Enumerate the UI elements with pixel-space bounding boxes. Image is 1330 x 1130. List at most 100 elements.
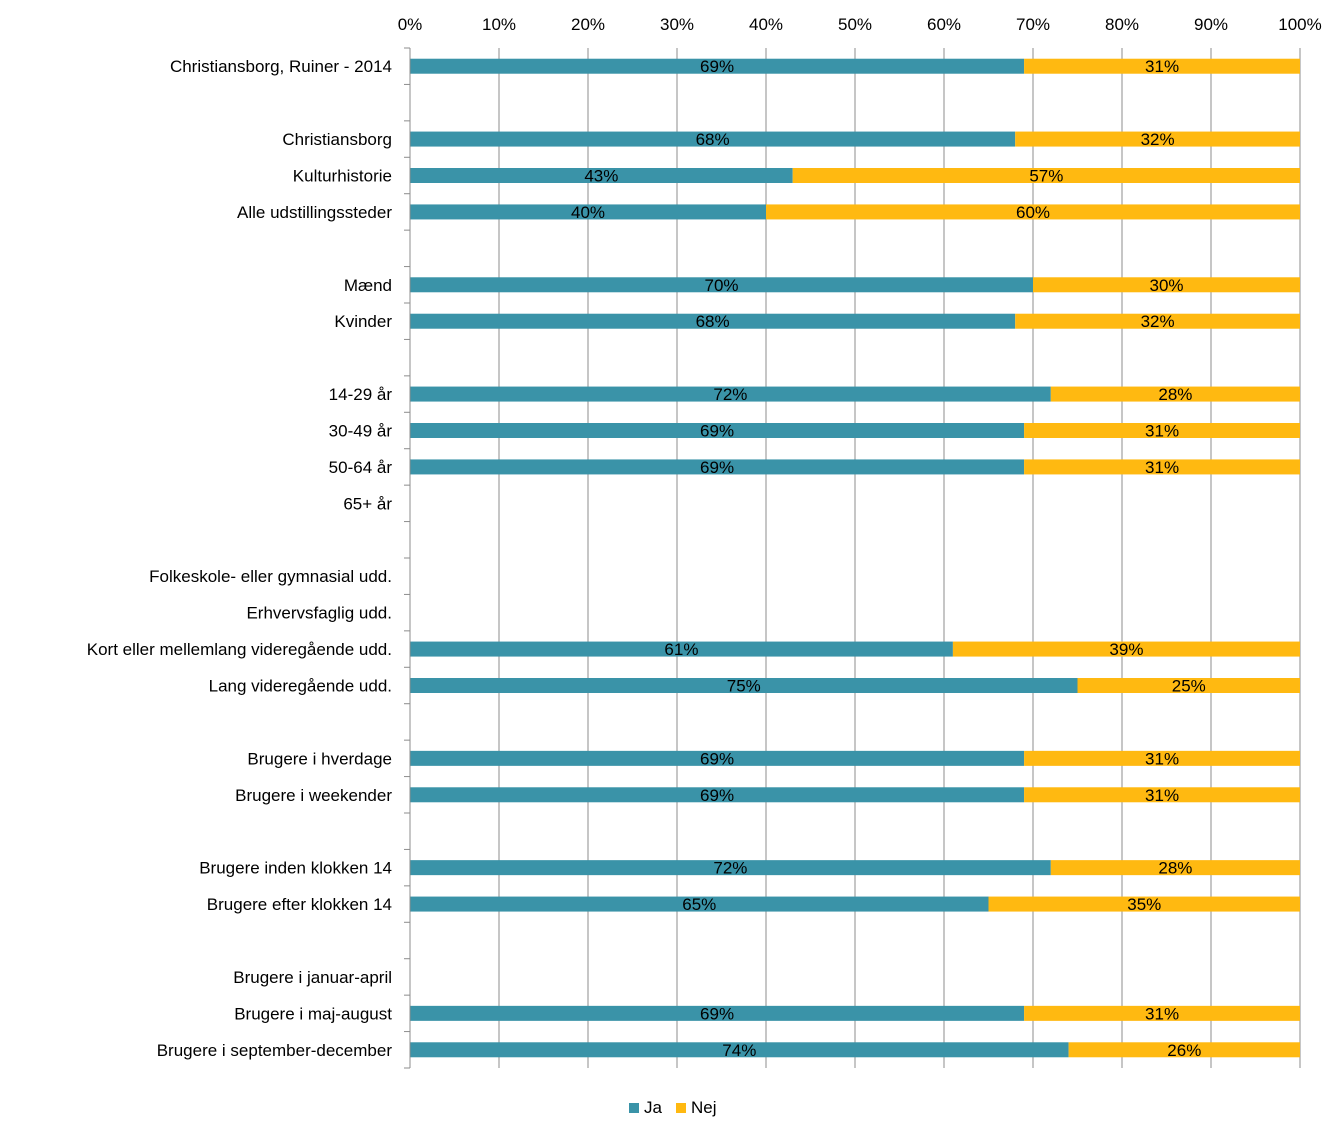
data-label: 39% [1109,640,1143,659]
category-label: Kort eller mellemlang videregående udd. [87,640,392,659]
x-tick-label: 80% [1105,15,1139,34]
data-label: 32% [1141,312,1175,331]
bar-segment-nej [766,204,1300,220]
data-label: 32% [1141,130,1175,149]
data-label: 35% [1127,895,1161,914]
x-tick-label: 90% [1194,15,1228,34]
x-tick-label: 30% [660,15,694,34]
bar-segment-nej [1024,459,1300,475]
category-label: 14-29 år [329,385,393,404]
data-label: 40% [571,203,605,222]
bar-segment-ja [410,787,1025,803]
data-label: 70% [704,276,738,295]
category-label: Brugere i januar-april [233,968,392,987]
bar-segment-ja [410,277,1033,293]
bar-segment-nej [1033,277,1300,293]
bar-segment-nej [952,641,1300,657]
data-label: 60% [1016,203,1050,222]
bar-segment-nej [1050,386,1300,402]
category-label: 50-64 år [329,458,393,477]
category-label: Kvinder [334,312,392,331]
category-label: Brugere i hverdage [247,749,392,768]
data-label: 30% [1149,276,1183,295]
category-label: Lang videregående udd. [209,677,392,696]
data-label: 31% [1145,1004,1179,1023]
data-label: 31% [1145,422,1179,441]
data-label: 31% [1145,749,1179,768]
bar-segment-nej [988,896,1300,912]
gridlines [498,48,1301,1068]
x-axis-tick-labels: 0% 10% 20% 30% 40% 50% 60% 70% 80% 90% 100% [398,15,1322,34]
x-tick-label: 50% [838,15,872,34]
category-label: Christiansborg [282,130,392,149]
category-label: Brugere efter klokken 14 [207,895,392,914]
data-label: 43% [584,167,618,186]
bars [410,58,1300,1058]
data-label: 26% [1167,1041,1201,1060]
data-label: 72% [713,859,747,878]
bar-segment-nej [1024,423,1300,438]
legend: Ja Nej [629,1098,717,1117]
category-label: Brugere i weekender [235,786,392,805]
data-label: 31% [1145,786,1179,805]
data-labels: 69% 31% 68% 32% 43% 57% 40% 60% 70% 30% 68% 32% 72% 2… [571,57,1206,1060]
data-label: 57% [1029,167,1063,186]
data-label: 69% [700,458,734,477]
bar-segment-ja [410,423,1025,438]
category-label: Folkeskole- eller gymnasial udd. [149,567,392,586]
legend-swatch [676,1103,686,1113]
bar-segment-nej [1015,313,1300,329]
data-label: 74% [722,1041,756,1060]
category-label: Erhvervsfaglig udd. [246,604,392,623]
x-tick-label: 10% [482,15,516,34]
data-label: 69% [700,57,734,76]
category-label: Christiansborg, Ruiner - 2014 [170,57,392,76]
x-tick-label: 20% [571,15,605,34]
x-tick-label: 40% [749,15,783,34]
legend-label: Nej [691,1098,717,1117]
data-label: 69% [700,749,734,768]
bar-segment-ja [410,1042,1069,1058]
data-label: 69% [700,422,734,441]
category-label: Brugere inden klokken 14 [199,859,392,878]
bar-segment-ja [410,386,1051,402]
data-label: 69% [700,1004,734,1023]
bar-segment-ja [410,204,766,220]
category-label: 30-49 år [329,422,393,441]
data-label: 68% [696,130,730,149]
category-label: 65+ år [343,494,392,513]
data-label: 28% [1158,385,1192,404]
bar-segment-ja [410,459,1025,475]
category-label: Mænd [344,276,392,295]
data-label: 31% [1145,458,1179,477]
bar-segment-nej [1024,1005,1300,1021]
bar-segment-ja [410,750,1025,766]
category-label: Brugere i september-december [157,1041,393,1060]
data-label: 68% [696,312,730,331]
data-label: 65% [682,895,716,914]
bar-segment-ja [410,641,953,657]
category-labels: Christiansborg, Ruiner - 2014 Christiansb… [87,57,393,1060]
bar-segment-ja [410,860,1051,876]
data-label: 25% [1172,677,1206,696]
data-label: 28% [1158,859,1192,878]
data-label: 31% [1145,57,1179,76]
bar-segment-nej [1068,1042,1300,1058]
bar-segment-nej [1015,131,1300,147]
bar-segment-ja [410,131,1016,147]
x-tick-label: 70% [1016,15,1050,34]
bar-segment-nej [1050,860,1300,876]
bar-segment-nej [1024,787,1300,803]
bar-segment-ja [410,58,1025,74]
x-tick-label: 60% [927,15,961,34]
legend-label: Ja [644,1098,663,1117]
bar-segment-ja [410,313,1016,329]
data-label: 69% [700,786,734,805]
x-tick-label: 0% [398,15,423,34]
bar-segment-ja [410,168,793,183]
legend-swatch [629,1103,639,1113]
y-axis [404,47,411,1069]
bar-segment-nej [1077,678,1300,693]
data-label: 61% [664,640,698,659]
